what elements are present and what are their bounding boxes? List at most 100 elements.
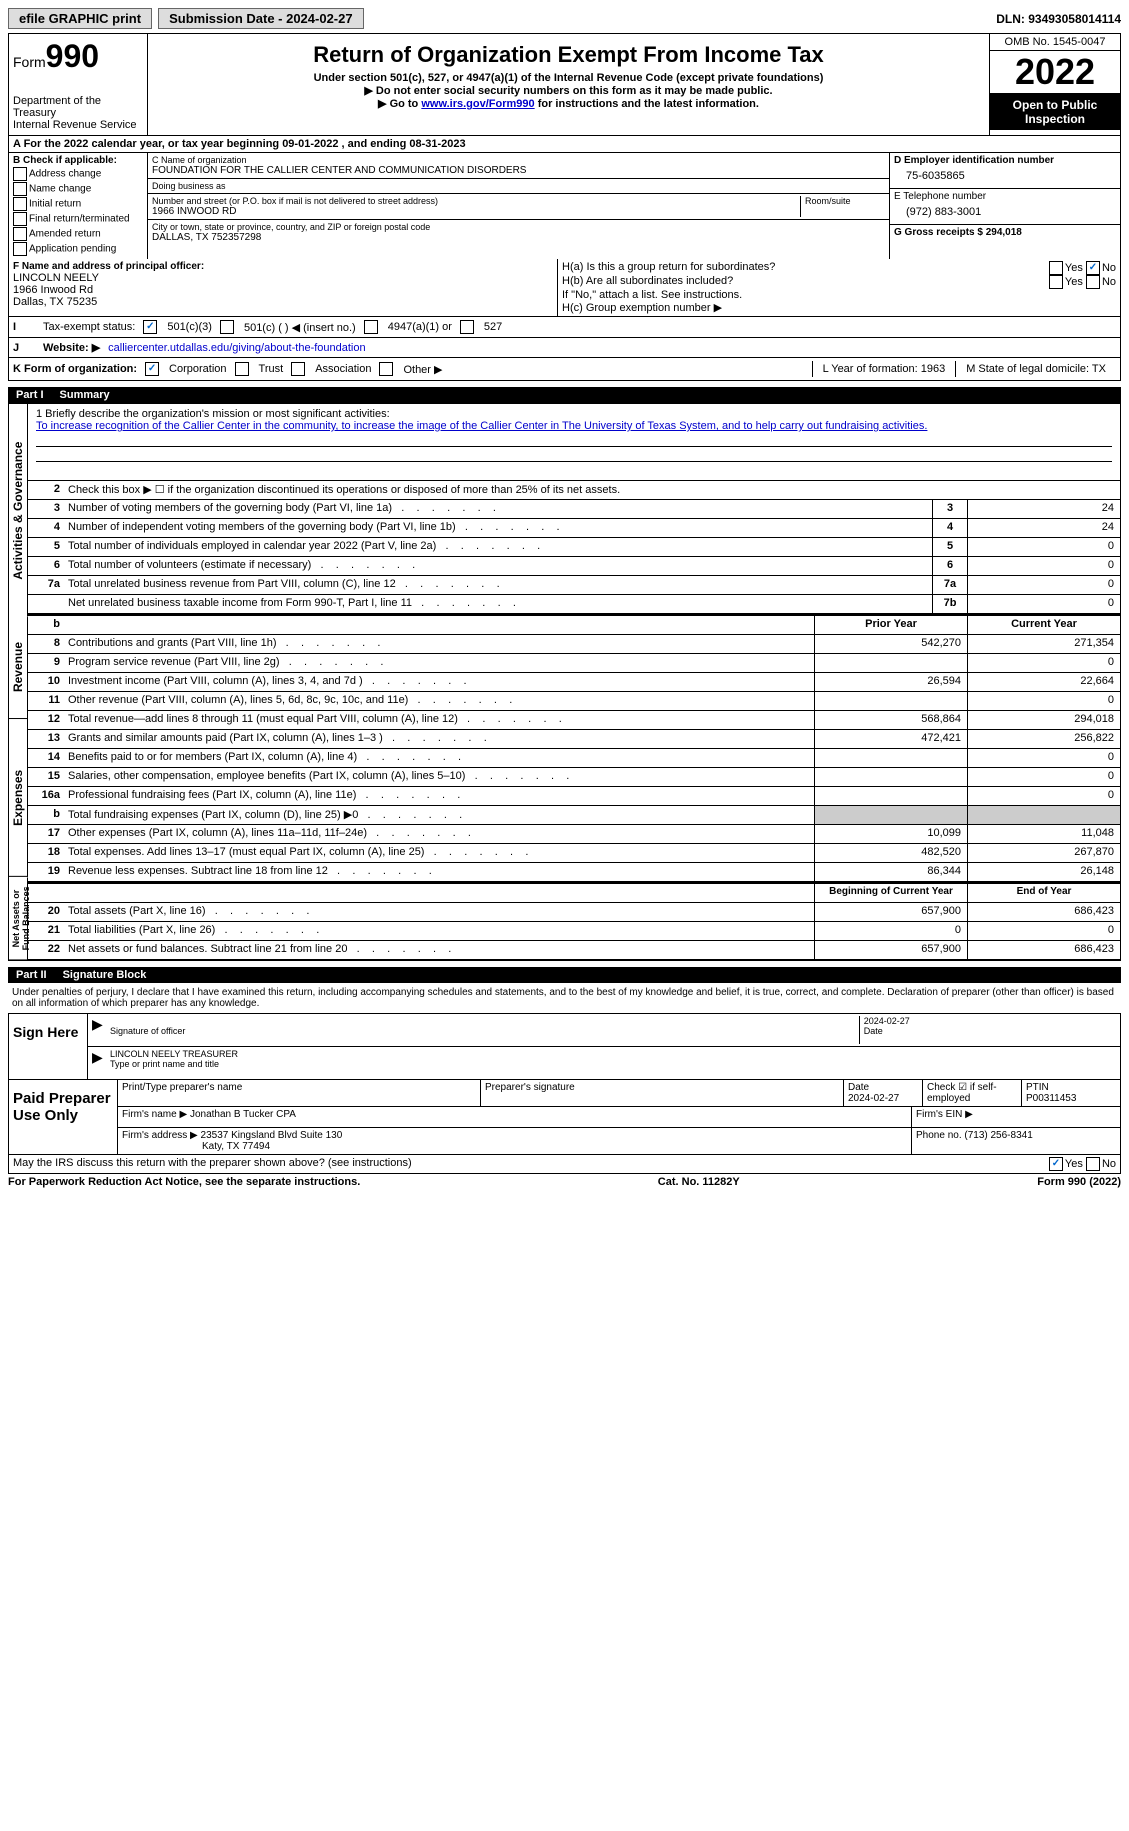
city-label: City or town, state or province, country… bbox=[152, 222, 885, 232]
summary-row: 13Grants and similar amounts paid (Part … bbox=[28, 730, 1120, 749]
irs-label: Internal Revenue Service bbox=[13, 119, 143, 131]
discuss-row: May the IRS discuss this return with the… bbox=[8, 1155, 1121, 1174]
line-2: Check this box ▶ ☐ if the organization d… bbox=[64, 481, 1120, 499]
cb-other[interactable] bbox=[379, 362, 393, 376]
th-end-year: End of Year bbox=[967, 884, 1120, 902]
cb-address-change[interactable]: Address change bbox=[13, 167, 143, 181]
topbar: efile GRAPHIC print Submission Date - 20… bbox=[8, 8, 1121, 29]
signer-name: LINCOLN NEELY TREASURER bbox=[110, 1049, 238, 1059]
summary-row: 18Total expenses. Add lines 13–17 (must … bbox=[28, 844, 1120, 863]
cb-501c[interactable] bbox=[220, 320, 234, 334]
inspection-label: Open to Public Inspection bbox=[990, 94, 1120, 130]
summary-table: Activities & Governance Revenue Expenses… bbox=[8, 403, 1121, 961]
summary-row: Net unrelated business taxable income fr… bbox=[28, 595, 1120, 614]
header-mid: Return of Organization Exempt From Incom… bbox=[148, 34, 989, 135]
col-b-heading: B Check if applicable: bbox=[13, 155, 143, 166]
summary-row: 19Revenue less expenses. Subtract line 1… bbox=[28, 863, 1120, 882]
cb-amended[interactable]: Amended return bbox=[13, 227, 143, 241]
omb-number: OMB No. 1545-0047 bbox=[990, 34, 1120, 51]
addr-value: 1966 INWOOD RD bbox=[152, 206, 800, 217]
ha-label: H(a) Is this a group return for subordin… bbox=[562, 261, 775, 275]
form-subtitle: Under section 501(c), 527, or 4947(a)(1)… bbox=[152, 72, 985, 84]
footer-left: For Paperwork Reduction Act Notice, see … bbox=[8, 1176, 360, 1188]
cb-501c3[interactable] bbox=[143, 320, 157, 334]
row-kl: K Form of organization: Corporation Trus… bbox=[8, 358, 1121, 381]
summary-row: 22Net assets or fund balances. Subtract … bbox=[28, 941, 1120, 960]
officer-label: F Name and address of principal officer: bbox=[13, 261, 553, 272]
phone-value: (972) 883-3001 bbox=[894, 202, 1116, 222]
officer-addr1: 1966 Inwood Rd bbox=[13, 284, 553, 296]
cb-final-return[interactable]: Final return/terminated bbox=[13, 212, 143, 226]
header-left: Form990 Department of the Treasury Inter… bbox=[9, 34, 148, 135]
part-2-header: Part II Signature Block bbox=[8, 967, 1121, 983]
paid-preparer-label: Paid Preparer Use Only bbox=[9, 1080, 118, 1154]
cb-assoc[interactable] bbox=[291, 362, 305, 376]
irs-link[interactable]: www.irs.gov/Form990 bbox=[421, 98, 534, 110]
firm-addr1: 23537 Kingsland Blvd Suite 130 bbox=[201, 1130, 343, 1141]
website-link[interactable]: calliercenter.utdallas.edu/giving/about-… bbox=[108, 342, 365, 354]
section-bcd: B Check if applicable: Address change Na… bbox=[8, 153, 1121, 259]
firm-addr2: Katy, TX 77494 bbox=[202, 1141, 270, 1152]
footer-right: Form 990 (2022) bbox=[1037, 1176, 1121, 1188]
summary-row: 6Total number of volunteers (estimate if… bbox=[28, 557, 1120, 576]
hb-label: H(b) Are all subordinates included? bbox=[562, 275, 733, 289]
summary-row: 9Program service revenue (Part VIII, lin… bbox=[28, 654, 1120, 673]
submission-date: Submission Date - 2024-02-27 bbox=[158, 8, 364, 29]
summary-row: 10Investment income (Part VIII, column (… bbox=[28, 673, 1120, 692]
th-begin-year: Beginning of Current Year bbox=[814, 884, 967, 902]
form-header: Form990 Department of the Treasury Inter… bbox=[8, 33, 1121, 136]
summary-row: 11Other revenue (Part VIII, column (A), … bbox=[28, 692, 1120, 711]
summary-row: 21Total liabilities (Part X, line 26)00 bbox=[28, 922, 1120, 941]
form-title: Return of Organization Exempt From Incom… bbox=[152, 42, 985, 68]
hc-label: H(c) Group exemption number ▶ bbox=[562, 301, 1116, 314]
paid-preparer-block: Paid Preparer Use Only Print/Type prepar… bbox=[8, 1080, 1121, 1155]
col-d-ein: D Employer identification number 75-6035… bbox=[890, 153, 1120, 259]
firm-phone: Phone no. (713) 256-8341 bbox=[916, 1130, 1033, 1141]
summary-row: 3Number of voting members of the governi… bbox=[28, 500, 1120, 519]
th-current-year: Current Year bbox=[967, 616, 1120, 634]
cb-trust[interactable] bbox=[235, 362, 249, 376]
addr-label: Number and street (or P.O. box if mail i… bbox=[152, 196, 800, 206]
arrow-note-2: ▶ Go to www.irs.gov/Form990 for instruct… bbox=[152, 97, 985, 110]
summary-row: 5Total number of individuals employed in… bbox=[28, 538, 1120, 557]
year-formation: L Year of formation: 1963 bbox=[812, 361, 956, 377]
tax-year: 2022 bbox=[990, 51, 1120, 94]
summary-row: bTotal fundraising expenses (Part IX, co… bbox=[28, 806, 1120, 825]
page-footer: For Paperwork Reduction Act Notice, see … bbox=[8, 1176, 1121, 1188]
cb-name-change[interactable]: Name change bbox=[13, 182, 143, 196]
vtab-ag: Activities & Governance bbox=[9, 404, 28, 617]
signature-intro: Under penalties of perjury, I declare th… bbox=[8, 983, 1121, 1014]
cb-discuss-no[interactable] bbox=[1086, 1157, 1100, 1171]
part-1-header: Part I Summary bbox=[8, 387, 1121, 403]
section-fh: F Name and address of principal officer:… bbox=[8, 259, 1121, 317]
officer-addr2: Dallas, TX 75235 bbox=[13, 296, 553, 308]
summary-row: 14Benefits paid to or for members (Part … bbox=[28, 749, 1120, 768]
mission-text: To increase recognition of the Callier C… bbox=[36, 420, 1112, 432]
summary-row: 16aProfessional fundraising fees (Part I… bbox=[28, 787, 1120, 806]
summary-row: 20Total assets (Part X, line 16)657,9006… bbox=[28, 903, 1120, 922]
ein-value: 75-6035865 bbox=[894, 166, 1116, 186]
org-name: FOUNDATION FOR THE CALLIER CENTER AND CO… bbox=[152, 165, 885, 176]
cb-initial-return[interactable]: Initial return bbox=[13, 197, 143, 211]
col-h-group: H(a) Is this a group return for subordin… bbox=[558, 259, 1120, 316]
ein-label: D Employer identification number bbox=[894, 155, 1116, 166]
col-f-officer: F Name and address of principal officer:… bbox=[9, 259, 558, 316]
mission-block: 1 Briefly describe the organization's mi… bbox=[28, 404, 1120, 481]
dln: DLN: 93493058014114 bbox=[996, 12, 1121, 26]
cb-application-pending[interactable]: Application pending bbox=[13, 242, 143, 256]
cb-4947[interactable] bbox=[364, 320, 378, 334]
row-j-website: J Website: ▶ calliercenter.utdallas.edu/… bbox=[8, 338, 1121, 358]
officer-name: LINCOLN NEELY bbox=[13, 272, 553, 284]
state-domicile: M State of legal domicile: TX bbox=[955, 361, 1116, 377]
vtab-na: Net Assets or Fund Balances bbox=[9, 877, 28, 960]
cb-corp[interactable] bbox=[145, 362, 159, 376]
city-value: DALLAS, TX 752357298 bbox=[152, 232, 885, 243]
footer-mid: Cat. No. 11282Y bbox=[658, 1176, 740, 1188]
ptin: P00311453 bbox=[1026, 1093, 1076, 1104]
cb-discuss-yes[interactable] bbox=[1049, 1157, 1063, 1171]
col-c-org-info: C Name of organization FOUNDATION FOR TH… bbox=[148, 153, 890, 259]
cb-527[interactable] bbox=[460, 320, 474, 334]
arrow-note-1: ▶ Do not enter social security numbers o… bbox=[152, 84, 985, 97]
summary-row: 17Other expenses (Part IX, column (A), l… bbox=[28, 825, 1120, 844]
phone-label: E Telephone number bbox=[894, 191, 1116, 202]
